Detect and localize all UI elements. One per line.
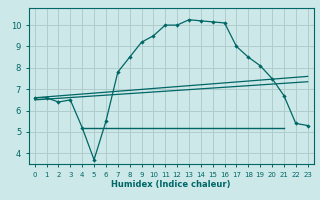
X-axis label: Humidex (Indice chaleur): Humidex (Indice chaleur)	[111, 180, 231, 189]
